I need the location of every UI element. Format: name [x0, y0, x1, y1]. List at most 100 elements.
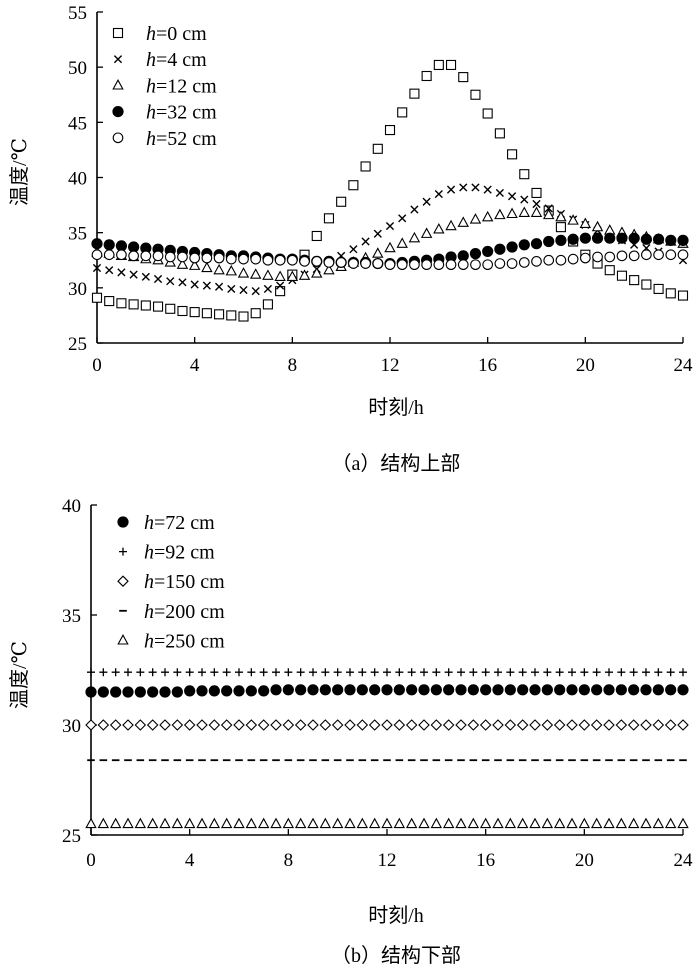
data-point: [227, 284, 236, 294]
data-point: [140, 242, 152, 254]
data-point: [368, 719, 381, 731]
data-point: [298, 269, 311, 280]
data-point: [148, 668, 157, 677]
data-point: [467, 719, 480, 731]
data-point: [494, 208, 506, 220]
data-point: [555, 668, 564, 677]
data-point: [245, 817, 258, 829]
data-point: [381, 684, 393, 696]
data-point: [116, 298, 127, 309]
data-point: [383, 668, 391, 677]
data-point: [483, 185, 492, 194]
x-tick-label: 0: [86, 850, 96, 871]
series-h-250-cm: [85, 817, 689, 829]
plot-area-upper: 0 4 8 12 16 20 24 25 30 35 40 45 50 55: [68, 3, 693, 376]
x-tick-label: 0: [92, 355, 102, 376]
data-point: [344, 817, 356, 829]
data-point: [85, 817, 97, 829]
data-point: [323, 213, 335, 224]
data-point: [679, 668, 687, 677]
data-point: [590, 719, 603, 731]
data-point: [494, 668, 502, 677]
data-point: [344, 684, 356, 696]
data-point: [664, 817, 677, 829]
data-point: [381, 719, 393, 731]
data-point: [122, 686, 134, 698]
data-point: [384, 241, 396, 253]
data-point: [361, 237, 370, 246]
data-point: [220, 817, 233, 829]
legend-entry: h=92 cm: [119, 542, 215, 564]
data-point: [311, 230, 322, 242]
data-point: [628, 250, 640, 262]
data-point: [482, 108, 493, 119]
data-point: [311, 256, 323, 267]
data-point: [541, 817, 554, 829]
data-point: [442, 719, 455, 731]
data-point: [356, 817, 369, 829]
y-tick-label: 35: [62, 606, 81, 627]
data-point: [91, 249, 103, 261]
data-point: [482, 259, 494, 271]
data-point: [410, 205, 419, 214]
series-h-150-cm: [85, 719, 689, 731]
legend-marker: [117, 575, 129, 587]
y-tick-label: 35: [68, 224, 87, 245]
data-point: [445, 59, 457, 71]
data-point: [653, 283, 664, 294]
data-point: [373, 229, 382, 238]
legend-label: h=200 cm: [144, 601, 225, 623]
data-point: [530, 238, 543, 250]
data-point: [296, 668, 305, 677]
data-point: [210, 668, 219, 677]
data-point: [580, 668, 589, 677]
data-point: [518, 257, 530, 268]
series-h-72-cm: [85, 684, 689, 698]
data-point: [457, 259, 469, 271]
legend-label: h=32 cm: [146, 102, 217, 124]
data-point: [406, 684, 418, 696]
data-point: [531, 668, 539, 677]
data-point: [591, 684, 603, 696]
data-point: [177, 305, 188, 317]
data-point: [177, 251, 188, 263]
data-point: [257, 817, 270, 829]
data-point: [603, 684, 615, 696]
data-point: [492, 719, 504, 731]
x-tick-label: 20: [575, 850, 594, 871]
data-point: [251, 287, 260, 296]
data-point: [506, 258, 518, 269]
data-point: [578, 684, 590, 696]
data-point: [282, 817, 295, 829]
y-axis-title-lower: 温度/℃: [8, 641, 31, 709]
data-point: [652, 684, 664, 696]
data-point: [188, 259, 201, 270]
data-point: [640, 719, 652, 731]
data-point: [506, 207, 518, 219]
data-point: [529, 817, 541, 829]
data-point: [457, 216, 469, 227]
data-point: [458, 72, 469, 83]
data-point: [91, 238, 103, 250]
data-point: [518, 206, 531, 217]
legend-label: h=150 cm: [144, 571, 225, 593]
data-point: [677, 234, 689, 246]
data-point: [395, 668, 404, 677]
data-point: [567, 214, 579, 225]
x-tick-label: 4: [185, 850, 195, 871]
data-point: [171, 817, 184, 829]
data-point: [603, 817, 615, 829]
data-point: [409, 259, 420, 271]
data-point: [469, 668, 478, 677]
data-point: [247, 668, 256, 677]
data-point: [381, 817, 393, 829]
data-point: [430, 719, 443, 731]
y-tick-label: 25: [62, 826, 81, 847]
data-point: [213, 263, 225, 275]
data-point: [250, 308, 261, 319]
legend-entry: h=32 cm: [112, 102, 217, 124]
data-point: [555, 234, 567, 246]
data-point: [262, 254, 274, 266]
